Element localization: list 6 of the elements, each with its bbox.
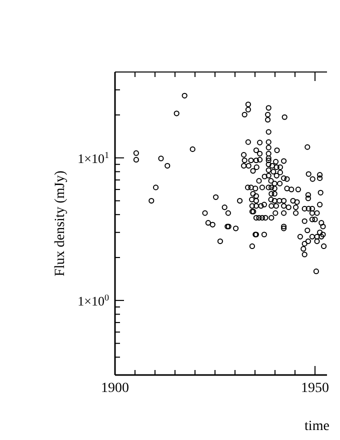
x-tick-label: 1950 (301, 381, 329, 396)
y-axis-title: Flux density (mJy) (53, 170, 68, 276)
x-axis-title: time (304, 419, 330, 434)
y-tick-label: 1×10$^{0}$ (78, 292, 110, 308)
x-tick-label: 1900 (101, 381, 129, 396)
y-tick-label: 1×10$^{1}$ (78, 150, 109, 166)
